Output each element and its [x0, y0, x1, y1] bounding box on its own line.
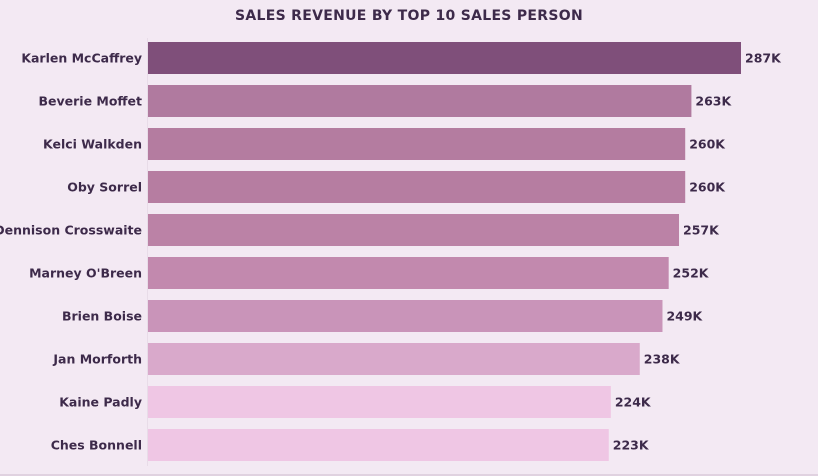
- category-label-4: Dennison Crosswaite: [0, 223, 142, 238]
- bar-3[interactable]: [148, 171, 686, 203]
- bar-5[interactable]: [148, 257, 669, 289]
- value-label-3: 260K: [689, 180, 726, 195]
- category-label-6: Brien Boise: [62, 309, 142, 324]
- bar-9[interactable]: [148, 429, 609, 461]
- bar-7[interactable]: [148, 343, 640, 375]
- category-label-8: Kaine Padly: [59, 395, 142, 410]
- category-label-0: Karlen McCaffrey: [21, 51, 142, 66]
- bar-0[interactable]: [148, 42, 741, 74]
- value-label-0: 287K: [745, 51, 782, 66]
- bottom-divider: [0, 474, 818, 476]
- category-label-7: Jan Morforth: [52, 352, 142, 367]
- value-label-7: 238K: [644, 352, 681, 367]
- value-label-6: 249K: [666, 309, 703, 324]
- value-label-4: 257K: [683, 223, 720, 238]
- category-label-1: Beverie Moffet: [38, 94, 142, 109]
- value-label-2: 260K: [689, 137, 726, 152]
- category-label-5: Marney O'Breen: [29, 266, 142, 281]
- value-label-8: 224K: [615, 395, 652, 410]
- value-label-1: 263K: [695, 94, 732, 109]
- value-label-5: 252K: [673, 266, 710, 281]
- bar-8[interactable]: [148, 386, 611, 418]
- bar-2[interactable]: [148, 128, 686, 160]
- category-label-9: Ches Bonnell: [51, 438, 142, 453]
- bar-1[interactable]: [148, 85, 692, 117]
- category-label-3: Oby Sorrel: [67, 180, 142, 195]
- value-label-9: 223K: [613, 438, 650, 453]
- chart-title: SALES REVENUE BY TOP 10 SALES PERSON: [235, 8, 583, 24]
- bar-6[interactable]: [148, 300, 663, 332]
- category-label-2: Kelci Walkden: [43, 137, 142, 152]
- bar-4[interactable]: [148, 214, 680, 246]
